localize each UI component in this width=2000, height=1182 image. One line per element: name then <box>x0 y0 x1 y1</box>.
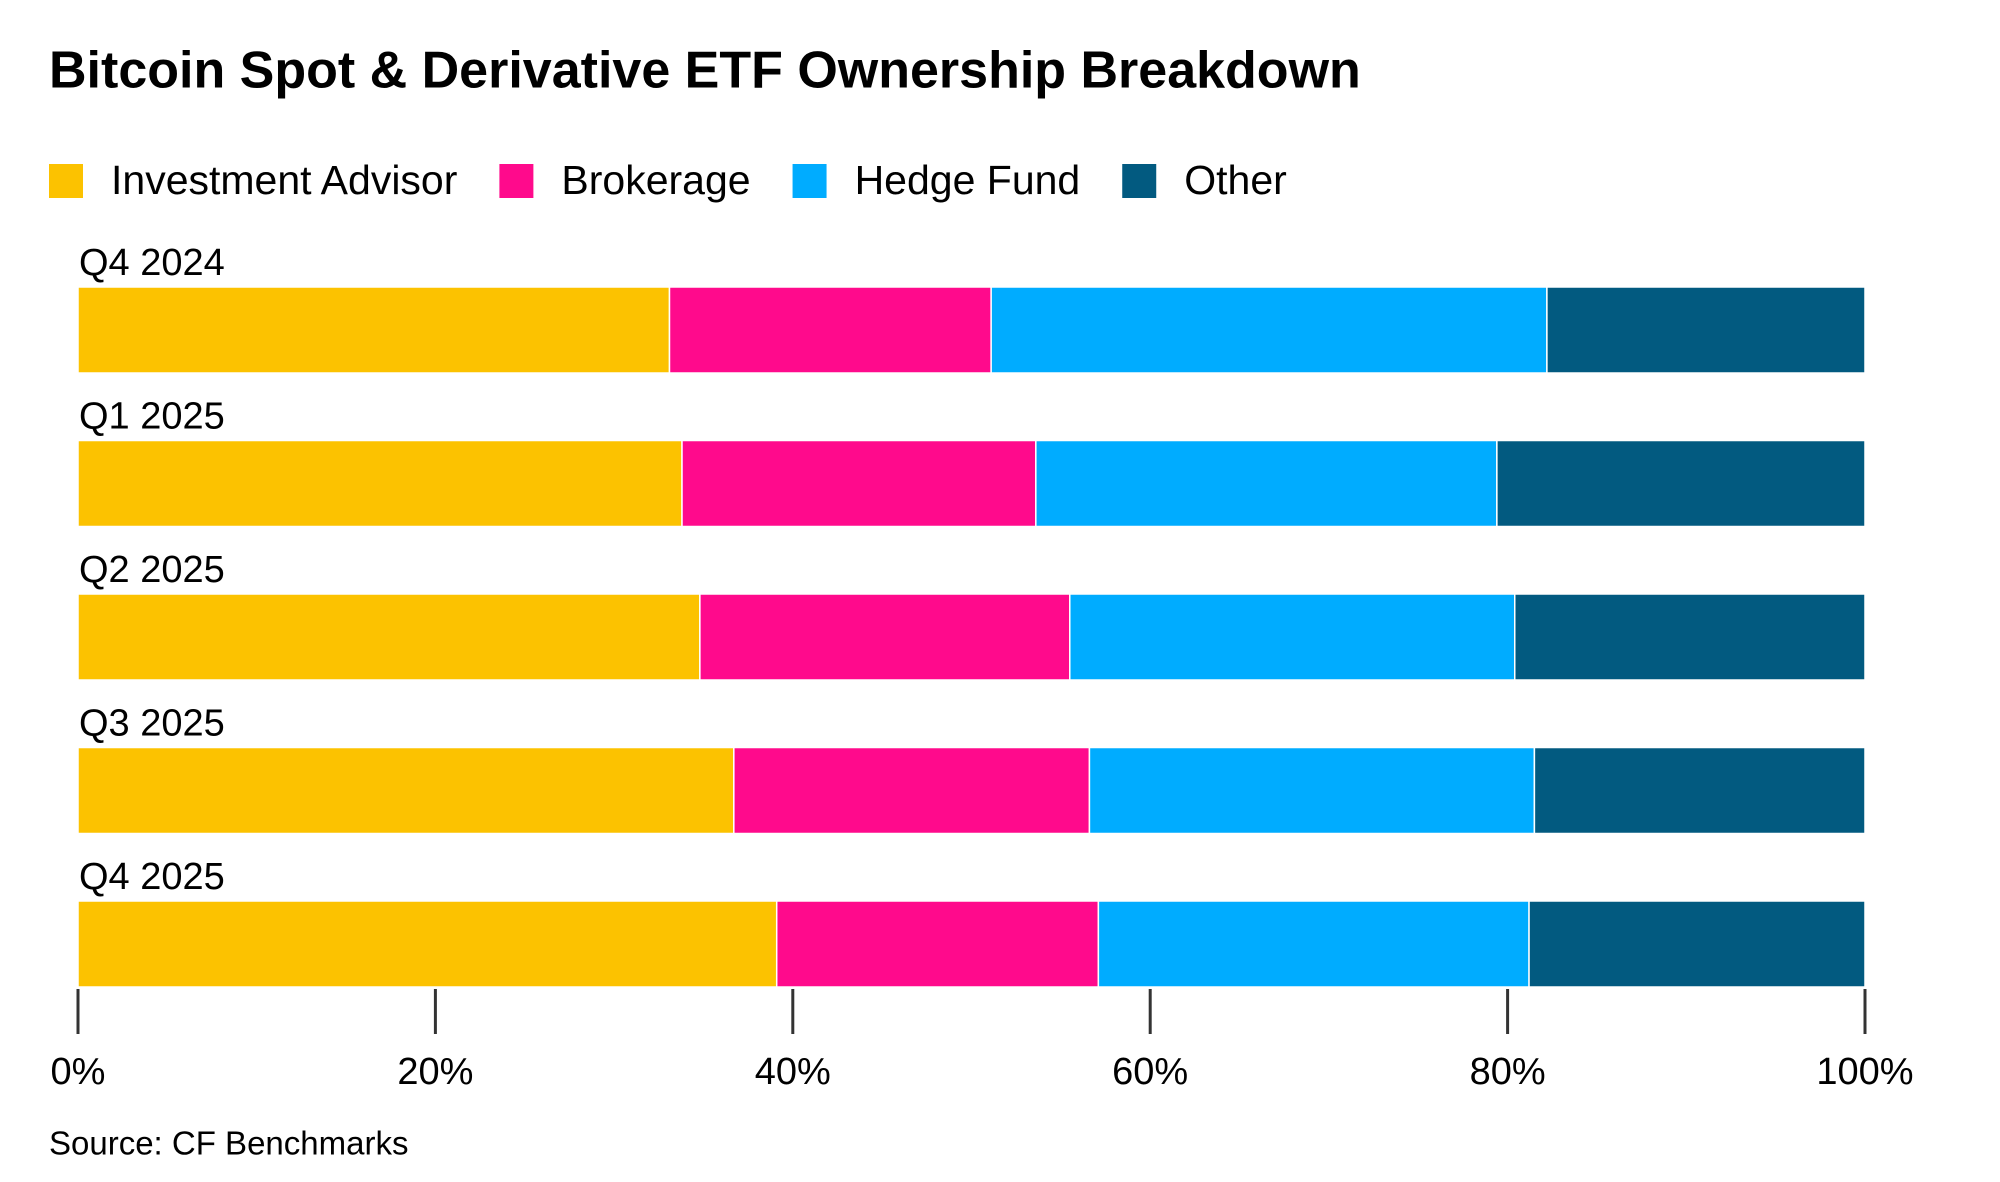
x-tick-label: 100% <box>1816 1051 1913 1093</box>
legend-label: Hedge Fund <box>855 157 1081 203</box>
bar-segment <box>1496 439 1866 528</box>
bar-segment <box>681 439 1037 528</box>
x-tick-label: 20% <box>397 1051 473 1093</box>
bar-segment <box>77 746 735 835</box>
legend-swatch <box>49 164 83 198</box>
bar-segment <box>1088 746 1536 835</box>
bar-segment <box>1097 900 1530 988</box>
bar-segment <box>1546 286 1866 374</box>
x-tick-label: 0% <box>51 1051 106 1093</box>
legend-label: Other <box>1184 157 1287 203</box>
category-label: Q3 2025 <box>79 703 225 745</box>
bar-segment <box>77 286 671 374</box>
source: Source: CF Benchmarks <box>49 1125 408 1162</box>
bar-segment <box>1533 746 1866 835</box>
bar-segment <box>77 900 778 988</box>
bar-segment <box>990 286 1548 374</box>
bar-segment <box>77 593 701 681</box>
legend-swatch <box>792 164 827 198</box>
bar-segment <box>1035 439 1498 528</box>
bar-segment <box>1069 593 1516 681</box>
bar-segment <box>699 593 1071 681</box>
legend-label: Brokerage <box>561 157 750 203</box>
bar-segment <box>668 286 992 374</box>
legend-swatch <box>499 164 534 198</box>
bar-segment <box>775 900 1100 988</box>
bar-segment <box>77 439 683 528</box>
legend-label: Investment Advisor <box>111 157 457 203</box>
legend-swatch <box>1122 164 1157 198</box>
x-tick-label: 60% <box>1112 1051 1188 1093</box>
x-tick-label: 80% <box>1470 1051 1546 1093</box>
x-tick-label: 40% <box>755 1051 831 1093</box>
category-label: Q2 2025 <box>79 549 225 591</box>
category-label: Q1 2025 <box>79 396 225 438</box>
chart-title: Bitcoin Spot & Derivative ETF Ownership … <box>49 42 1361 100</box>
category-label: Q4 2024 <box>79 242 225 284</box>
bar-segment <box>733 746 1091 835</box>
bar-segment <box>1528 900 1866 988</box>
category-label: Q4 2025 <box>79 856 225 898</box>
bar-segment <box>1513 593 1866 681</box>
